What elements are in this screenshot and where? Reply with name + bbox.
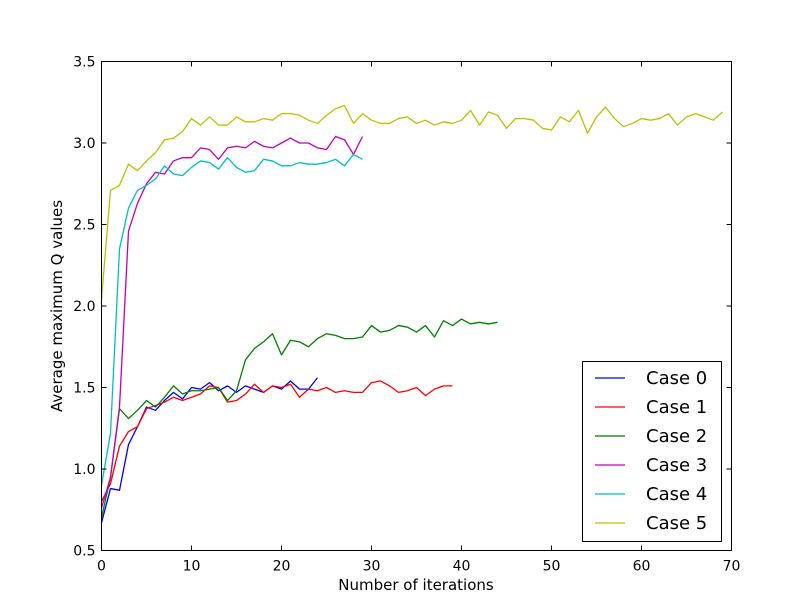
- legend: Case 0 Case 1 Case 2 Case 3 Case 4 Case 5: [583, 362, 722, 542]
- x-tick-label: 20: [273, 559, 291, 575]
- x-tick-label: 70: [723, 559, 741, 575]
- y-tick-label: 0.5: [73, 544, 95, 560]
- legend-label: Case 2: [646, 426, 707, 447]
- legend-label: Case 0: [646, 368, 707, 389]
- y-axis-label: Average maximum Q values: [48, 200, 66, 412]
- legend-label: Case 5: [646, 513, 707, 534]
- y-tick-label: 1.5: [73, 381, 95, 397]
- y-tick-label: 2.0: [73, 299, 95, 315]
- x-tick-label: 50: [543, 559, 561, 575]
- x-axis-label: Number of iterations: [338, 576, 494, 594]
- y-tick-label: 2.5: [73, 218, 95, 234]
- y-tick-label: 3.0: [73, 136, 95, 152]
- y-tick-label: 3.5: [73, 55, 95, 71]
- x-tick-label: 30: [363, 559, 381, 575]
- y-tick-label: 1.0: [73, 462, 95, 478]
- legend-label: Case 1: [646, 397, 707, 418]
- legend-label: Case 4: [646, 484, 707, 505]
- x-tick-label: 40: [453, 559, 471, 575]
- x-tick-label: 10: [183, 559, 201, 575]
- legend-label: Case 3: [646, 455, 707, 476]
- x-tick-label: 60: [633, 559, 651, 575]
- x-tick-label: 0: [97, 559, 106, 575]
